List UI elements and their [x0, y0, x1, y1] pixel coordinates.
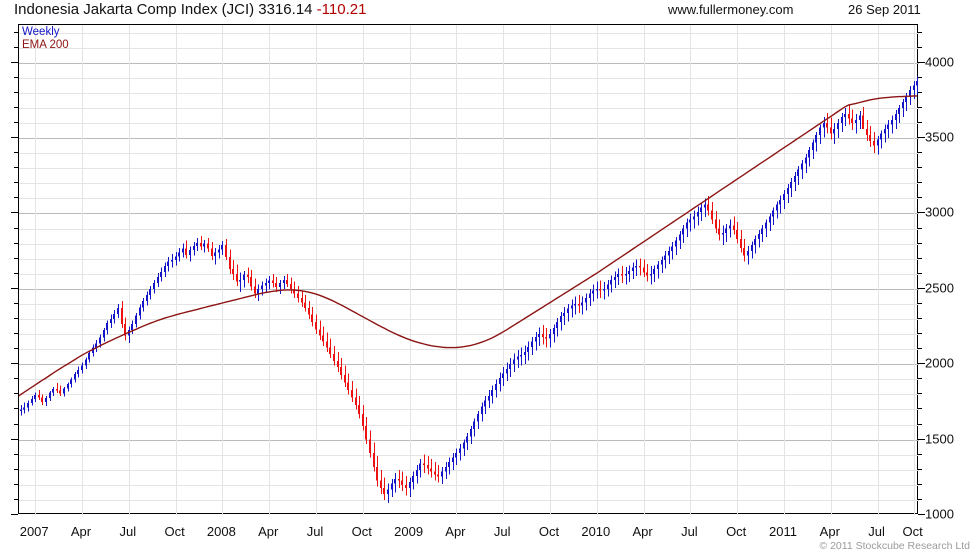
- x-axis-tick-label: Apr: [258, 524, 279, 539]
- legend-item-weekly: Weekly: [22, 26, 60, 38]
- x-axis-tick-label: 2011: [769, 524, 797, 539]
- x-axis-tick-label: Apr: [445, 524, 466, 539]
- price-chart-canvas: [18, 24, 919, 515]
- x-axis-tick-label: Apr: [819, 524, 840, 539]
- x-axis-tick-label: 2010: [581, 524, 611, 539]
- x-axis-tick-label: Jul: [868, 524, 885, 539]
- instrument-title: Indonesia Jakarta Comp Index (JCI) 3316.…: [14, 1, 313, 18]
- y-axis-tick-label: 3500: [925, 129, 954, 145]
- x-axis-tick-label: Jul: [493, 524, 511, 539]
- y-axis-tick-label: 1500: [925, 431, 954, 447]
- chart-date: 26 Sep 2011: [848, 2, 921, 17]
- page-title: Indonesia Jakarta Comp Index (JCI) 3316.…: [14, 1, 366, 18]
- y-axis-tick-label: 2000: [925, 355, 954, 371]
- legend-item-ema200: EMA 200: [22, 38, 69, 51]
- x-axis-tick-label: 2009: [394, 524, 424, 539]
- x-axis-tick-label: 2008: [206, 524, 236, 539]
- y-axis-tick-label: 4000: [925, 54, 954, 70]
- y-axis-tick-label: 2500: [925, 280, 954, 296]
- chart-legend: Weekly EMA 200: [22, 26, 69, 51]
- source-website: www.fullermoney.com: [668, 2, 794, 17]
- x-axis-tick-label: Oct: [726, 524, 747, 539]
- plot-area: Weekly EMA 200: [18, 24, 919, 515]
- x-axis-tick-label: Oct: [538, 524, 560, 539]
- price-change: -110.21: [316, 1, 367, 18]
- copyright-notice: © 2011 Stockcube Research Ltd: [819, 540, 970, 552]
- x-axis-tick-label: Jul: [681, 524, 698, 539]
- x-axis-tick-label: Oct: [351, 524, 372, 539]
- x-axis-tick-label: Jul: [306, 524, 324, 539]
- y-axis-tick-label: 3000: [925, 204, 954, 220]
- chart-header: Indonesia Jakarta Comp Index (JCI) 3316.…: [0, 0, 980, 22]
- x-axis-tick-label: 2007: [19, 524, 49, 539]
- y-axis-tick-label: 1000: [925, 506, 954, 522]
- x-axis-tick-label: Apr: [70, 524, 92, 539]
- x-axis-tick-label: Apr: [632, 524, 653, 539]
- x-axis-tick-label: Oct: [164, 524, 185, 539]
- x-axis-tick-label: Oct: [902, 524, 923, 539]
- x-axis-tick-label: Jul: [119, 524, 137, 539]
